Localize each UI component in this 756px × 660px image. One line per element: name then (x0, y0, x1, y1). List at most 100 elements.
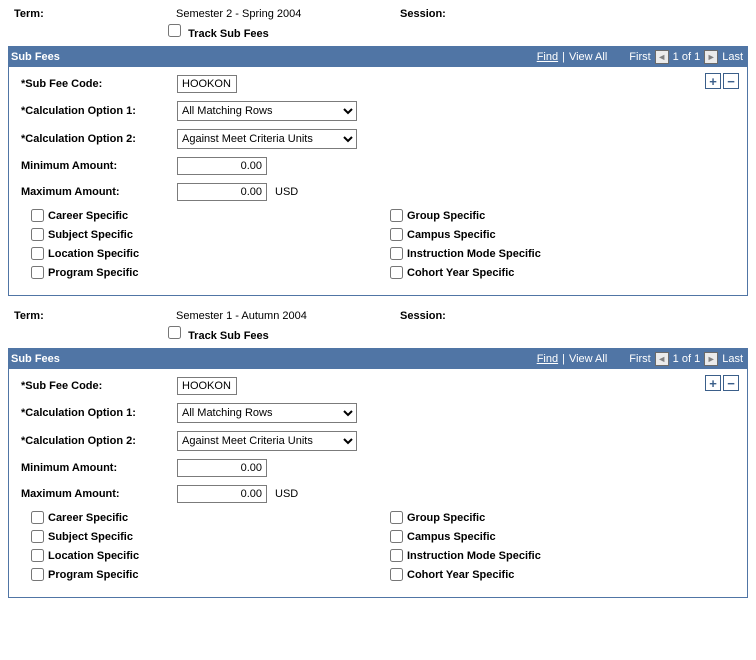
last-label[interactable]: Last (722, 353, 743, 365)
sub-fee-code-label: *Sub Fee Code: (19, 380, 177, 392)
program-specific-label: Program Specific (48, 267, 138, 279)
plusminus: + − (705, 375, 739, 391)
track-sub-fees-checkbox[interactable] (168, 326, 181, 339)
min-amount-label: Minimum Amount: (19, 462, 177, 474)
delete-row-button[interactable]: − (723, 73, 739, 89)
calc-opt2-label: *Calculation Option 2: (19, 435, 177, 447)
min-amount-input[interactable] (177, 157, 267, 175)
track-row-2: Track Sub Fees (168, 326, 748, 342)
panel-nav: Find | View All First ◄ 1 of 1 ► Last (537, 50, 747, 64)
campus-specific-label: Campus Specific (407, 229, 496, 241)
find-link[interactable]: Find (537, 353, 558, 365)
subject-specific-label: Subject Specific (48, 531, 133, 543)
session-label: Session: (400, 310, 446, 322)
counter: 1 of 1 (673, 51, 701, 63)
sub-fee-code-input[interactable] (177, 75, 237, 93)
location-specific-checkbox[interactable] (31, 549, 44, 562)
last-label[interactable]: Last (722, 51, 743, 63)
location-specific-label: Location Specific (48, 550, 139, 562)
calc-opt1-select[interactable]: All Matching Rows (177, 403, 357, 423)
instruction-specific-checkbox[interactable] (390, 247, 403, 260)
sub-fees-panel-2: Sub Fees Find | View All First ◄ 1 of 1 … (8, 348, 748, 598)
panel-header: Sub Fees Find | View All First ◄ 1 of 1 … (9, 47, 747, 67)
check-columns: Career Specific Subject Specific Locatio… (19, 209, 737, 285)
panel-title: Sub Fees (9, 51, 60, 63)
group-specific-checkbox[interactable] (390, 209, 403, 222)
find-link[interactable]: Find (537, 51, 558, 63)
next-icon[interactable]: ► (704, 50, 718, 64)
campus-specific-checkbox[interactable] (390, 530, 403, 543)
next-icon[interactable]: ► (704, 352, 718, 366)
group-specific-label: Group Specific (407, 210, 485, 222)
prev-icon[interactable]: ◄ (655, 352, 669, 366)
min-amount-input[interactable] (177, 459, 267, 477)
location-specific-checkbox[interactable] (31, 247, 44, 260)
program-specific-checkbox[interactable] (31, 266, 44, 279)
panel-body: + − *Sub Fee Code: *Calculation Option 1… (9, 67, 747, 295)
sub-fees-panel-1: Sub Fees Find | View All First ◄ 1 of 1 … (8, 46, 748, 296)
track-sub-fees-label: Track Sub Fees (188, 28, 269, 40)
track-row-1: Track Sub Fees (168, 24, 748, 40)
career-specific-label: Career Specific (48, 210, 128, 222)
sub-fee-code-label: *Sub Fee Code: (19, 78, 177, 90)
delete-row-button[interactable]: − (723, 375, 739, 391)
term-label: Term: (8, 8, 176, 20)
counter: 1 of 1 (673, 353, 701, 365)
calc-opt1-label: *Calculation Option 1: (19, 407, 177, 419)
nav-sep: | (562, 51, 565, 63)
subject-specific-checkbox[interactable] (31, 228, 44, 241)
track-sub-fees-checkbox[interactable] (168, 24, 181, 37)
term-label: Term: (8, 310, 176, 322)
program-specific-checkbox[interactable] (31, 568, 44, 581)
campus-specific-label: Campus Specific (407, 531, 496, 543)
instruction-specific-checkbox[interactable] (390, 549, 403, 562)
max-amount-input[interactable] (177, 183, 267, 201)
group-specific-label: Group Specific (407, 512, 485, 524)
track-sub-fees-label: Track Sub Fees (188, 330, 269, 342)
term-value: Semester 2 - Spring 2004 (176, 8, 400, 20)
calc-opt1-label: *Calculation Option 1: (19, 105, 177, 117)
min-amount-label: Minimum Amount: (19, 160, 177, 172)
panel-header: Sub Fees Find | View All First ◄ 1 of 1 … (9, 349, 747, 369)
currency-label: USD (275, 488, 298, 500)
panel-body: + − *Sub Fee Code: *Calculation Option 1… (9, 369, 747, 597)
instruction-specific-label: Instruction Mode Specific (407, 550, 541, 562)
max-amount-label: Maximum Amount: (19, 186, 177, 198)
add-row-button[interactable]: + (705, 73, 721, 89)
program-specific-label: Program Specific (48, 569, 138, 581)
term-row-2: Term: Semester 1 - Autumn 2004 Session: (8, 310, 748, 322)
panel-nav: Find | View All First ◄ 1 of 1 ► Last (537, 352, 747, 366)
first-label[interactable]: First (629, 353, 650, 365)
career-specific-label: Career Specific (48, 512, 128, 524)
calc-opt2-label: *Calculation Option 2: (19, 133, 177, 145)
calc-opt2-select[interactable]: Against Meet Criteria Units (177, 129, 357, 149)
currency-label: USD (275, 186, 298, 198)
subject-specific-label: Subject Specific (48, 229, 133, 241)
prev-icon[interactable]: ◄ (655, 50, 669, 64)
subject-specific-checkbox[interactable] (31, 530, 44, 543)
term-value: Semester 1 - Autumn 2004 (176, 310, 400, 322)
max-amount-label: Maximum Amount: (19, 488, 177, 500)
session-label: Session: (400, 8, 446, 20)
plusminus: + − (705, 73, 739, 89)
view-all-link[interactable]: View All (569, 51, 607, 63)
calc-opt1-select[interactable]: All Matching Rows (177, 101, 357, 121)
cohort-specific-label: Cohort Year Specific (407, 267, 514, 279)
location-specific-label: Location Specific (48, 248, 139, 260)
view-all-link[interactable]: View All (569, 353, 607, 365)
calc-opt2-select[interactable]: Against Meet Criteria Units (177, 431, 357, 451)
first-label[interactable]: First (629, 51, 650, 63)
check-columns: Career Specific Subject Specific Locatio… (19, 511, 737, 587)
campus-specific-checkbox[interactable] (390, 228, 403, 241)
cohort-specific-label: Cohort Year Specific (407, 569, 514, 581)
add-row-button[interactable]: + (705, 375, 721, 391)
max-amount-input[interactable] (177, 485, 267, 503)
career-specific-checkbox[interactable] (31, 511, 44, 524)
career-specific-checkbox[interactable] (31, 209, 44, 222)
group-specific-checkbox[interactable] (390, 511, 403, 524)
instruction-specific-label: Instruction Mode Specific (407, 248, 541, 260)
cohort-specific-checkbox[interactable] (390, 568, 403, 581)
nav-sep: | (562, 353, 565, 365)
sub-fee-code-input[interactable] (177, 377, 237, 395)
cohort-specific-checkbox[interactable] (390, 266, 403, 279)
